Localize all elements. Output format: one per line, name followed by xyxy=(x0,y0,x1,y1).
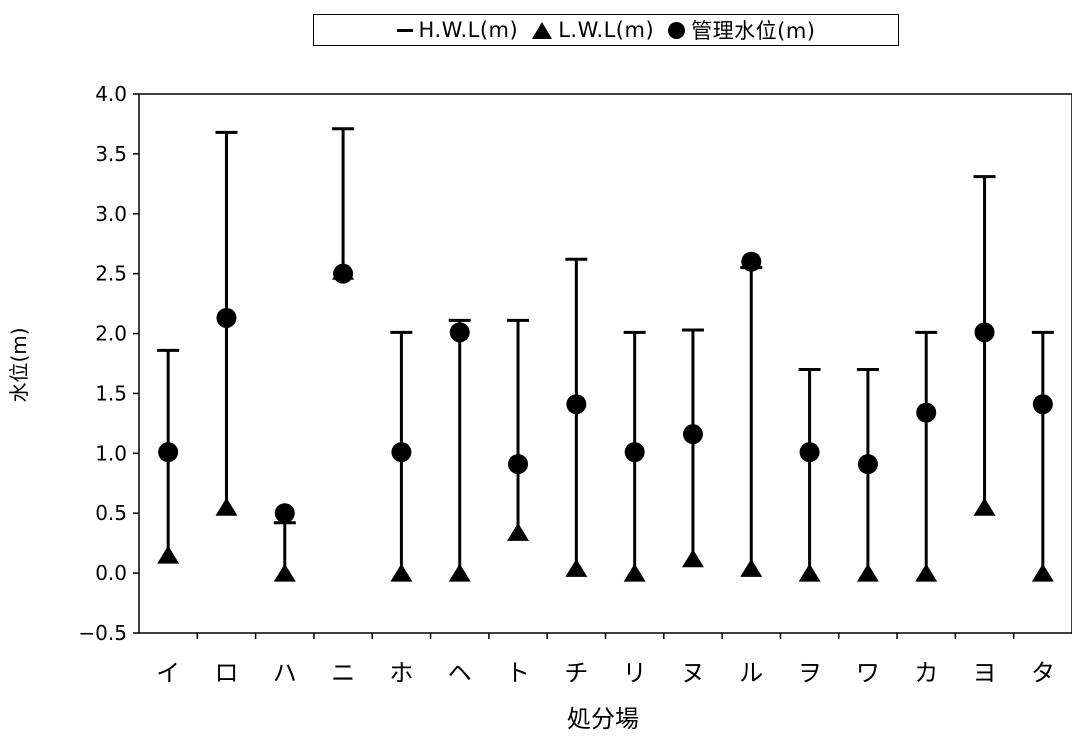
plot-frame xyxy=(139,94,1072,633)
x-tick-label: ル xyxy=(739,659,763,687)
x-tick-label: ハ xyxy=(273,659,297,687)
managed-level-marker xyxy=(625,442,645,462)
lwl-marker xyxy=(274,564,296,582)
managed-level-marker xyxy=(508,454,528,474)
y-tick-label: 2.5 xyxy=(95,262,127,286)
y-tick-label: 0.0 xyxy=(95,561,127,585)
lwl-marker xyxy=(915,564,937,582)
x-tick-label: チ xyxy=(564,659,588,687)
managed-level-marker xyxy=(450,322,470,342)
x-tick-label: ヘ xyxy=(448,659,472,687)
x-tick-label: カ xyxy=(914,659,938,687)
lwl-marker xyxy=(390,564,412,582)
y-axis-label: 水位(m) xyxy=(7,327,31,402)
y-tick-label: 0.5 xyxy=(95,501,127,525)
lwl-marker xyxy=(624,564,646,582)
x-tick-label: ホ xyxy=(389,659,413,687)
x-tick-label: ヨ xyxy=(973,659,997,687)
managed-level-marker xyxy=(858,454,878,474)
y-tick-label: 1.0 xyxy=(95,441,127,465)
x-tick-label: ヲ xyxy=(798,659,822,687)
managed-level-marker xyxy=(1033,394,1053,414)
managed-level-marker xyxy=(741,252,761,272)
chart-marks xyxy=(157,129,1054,582)
managed-level-marker xyxy=(683,424,703,444)
lwl-marker xyxy=(682,549,704,567)
managed-level-marker xyxy=(216,308,236,328)
lwl-marker xyxy=(799,564,821,582)
managed-level-marker xyxy=(391,442,411,462)
lwl-marker xyxy=(974,498,996,516)
x-tick-label: タ xyxy=(1031,659,1055,687)
y-tick-label: 1.5 xyxy=(95,381,127,405)
x-tick-label: ロ xyxy=(214,659,238,687)
lwl-marker xyxy=(565,559,587,577)
y-tick-label: 4.0 xyxy=(95,82,127,106)
x-tick-label: イ xyxy=(156,659,180,687)
x-tick-label: ワ xyxy=(856,659,880,687)
x-axis-label: 処分場 xyxy=(567,705,639,733)
y-tick-label: 3.5 xyxy=(95,142,127,166)
lwl-marker xyxy=(507,523,529,541)
y-tick-label: 2.0 xyxy=(95,322,127,346)
lwl-marker xyxy=(1032,564,1054,582)
lwl-marker xyxy=(157,546,179,564)
managed-level-marker xyxy=(158,442,178,462)
managed-level-marker xyxy=(975,322,995,342)
managed-level-marker xyxy=(333,264,353,284)
x-tick-label: ヌ xyxy=(681,659,705,687)
x-tick-label: ニ xyxy=(331,659,355,687)
lwl-marker xyxy=(215,498,237,516)
y-tick-label: −0.5 xyxy=(78,621,127,645)
managed-level-marker xyxy=(916,403,936,423)
lwl-marker xyxy=(740,559,762,577)
x-tick-label: リ xyxy=(623,659,647,687)
lwl-marker xyxy=(857,564,879,582)
managed-level-marker xyxy=(566,394,586,414)
lwl-marker xyxy=(449,564,471,582)
x-tick-label: ト xyxy=(506,659,530,687)
managed-level-marker xyxy=(275,503,295,523)
y-tick-label: 3.0 xyxy=(95,202,127,226)
managed-level-marker xyxy=(800,442,820,462)
